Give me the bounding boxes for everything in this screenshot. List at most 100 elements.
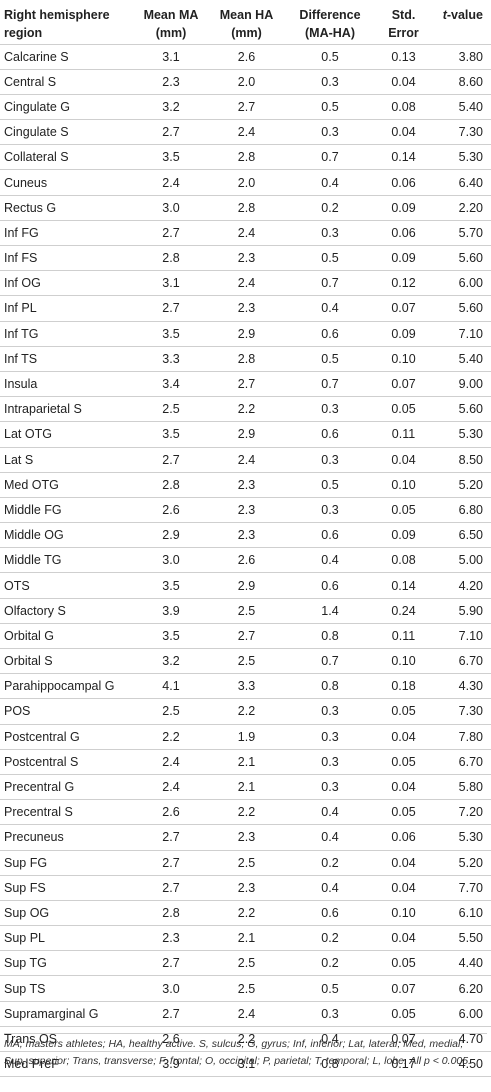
cell-region: Postcentral G xyxy=(4,729,80,744)
cell-t-value: 5.70 xyxy=(458,225,483,240)
cell-mean-ma: 2.7 xyxy=(162,880,180,895)
cell-t-value: 5.60 xyxy=(458,402,483,417)
cell-mean-ha: 2.3 xyxy=(237,830,256,845)
cell-std-error: 0.04 xyxy=(391,729,416,744)
cell-std-error: 0.04 xyxy=(391,74,416,89)
cell-region: Inf FS xyxy=(4,251,38,266)
table-row: Sup PL 2.3 2.1 0.2 0.04 5.50 xyxy=(0,926,491,951)
header-t-prefix: t xyxy=(442,8,447,22)
cell-t-value: 9.00 xyxy=(458,377,483,392)
cell-mean-ma: 3.5 xyxy=(162,427,180,442)
cell-difference: 0.3 xyxy=(321,402,339,417)
cell-difference: 0.3 xyxy=(321,125,339,140)
cell-difference: 0.6 xyxy=(321,427,339,442)
cell-mean-ha: 2.2 xyxy=(237,905,256,920)
cell-mean-ma: 3.3 xyxy=(162,351,180,366)
cell-mean-ha: 3.3 xyxy=(237,679,256,694)
cell-mean-ha: 2.1 xyxy=(237,754,256,769)
cell-std-error: 0.07 xyxy=(391,377,416,392)
cell-std-error: 0.05 xyxy=(391,704,416,719)
cell-difference: 0.8 xyxy=(321,679,339,694)
cell-std-error: 0.09 xyxy=(391,528,416,543)
table-row: Inf TS 3.3 2.8 0.5 0.10 5.40 xyxy=(0,346,491,372)
cell-std-error: 0.10 xyxy=(391,477,416,492)
cell-mean-ma: 3.0 xyxy=(162,981,180,996)
cell-std-error: 0.12 xyxy=(391,276,416,291)
table-row: Sup FG 2.7 2.5 0.2 0.04 5.20 xyxy=(0,850,491,876)
cell-mean-ha: 2.4 xyxy=(237,225,256,240)
cell-region: Parahippocampal G xyxy=(4,679,115,694)
cell-region: Middle TG xyxy=(4,553,62,568)
cell-region: Inf OG xyxy=(4,276,41,291)
cell-std-error: 0.09 xyxy=(391,326,416,341)
cell-region: Collateral S xyxy=(4,150,69,165)
cell-region: Middle OG xyxy=(4,528,64,543)
cell-difference: 0.4 xyxy=(321,553,339,568)
cell-region: Cingulate S xyxy=(4,125,69,140)
cell-difference: 0.5 xyxy=(321,981,339,996)
cell-mean-ma: 2.8 xyxy=(162,477,180,492)
cell-difference: 0.2 xyxy=(321,200,339,215)
cell-difference: 0.8 xyxy=(321,1057,339,1072)
cell-region: Insula xyxy=(4,377,38,392)
cell-t-value: 4.40 xyxy=(458,956,483,971)
table-row: Olfactory S 3.9 2.5 1.4 0.24 5.90 xyxy=(0,598,491,624)
cell-t-value: 6.70 xyxy=(458,654,483,669)
cell-std-error: 0.14 xyxy=(391,150,416,165)
cell-region: Sup TG xyxy=(4,956,47,971)
cell-t-value: 6.10 xyxy=(458,905,483,920)
cell-region: POS xyxy=(4,704,31,719)
cell-mean-ha: 2.3 xyxy=(237,502,256,517)
cell-region: Central S xyxy=(4,74,57,89)
table-row: Inf FS 2.8 2.3 0.5 0.09 5.60 xyxy=(0,246,491,271)
cell-mean-ma: 3.9 xyxy=(162,1057,180,1072)
cell-t-value: 7.80 xyxy=(458,729,483,744)
cell-region: Inf PL xyxy=(4,301,37,316)
cell-difference: 0.5 xyxy=(321,251,339,266)
cell-mean-ma: 2.3 xyxy=(162,931,180,946)
cell-difference: 0.7 xyxy=(321,654,339,669)
cell-region: Middle FG xyxy=(4,502,62,517)
cell-mean-ha: 2.5 xyxy=(237,603,256,618)
cell-t-value: 3.80 xyxy=(458,49,483,64)
cell-region: Inf TS xyxy=(4,351,38,366)
table-row: Middle FG 2.6 2.3 0.3 0.05 6.80 xyxy=(0,497,491,523)
cell-mean-ha: 2.2 xyxy=(237,704,256,719)
cell-mean-ha: 2.0 xyxy=(237,74,256,89)
cell-std-error: 0.04 xyxy=(391,855,416,870)
cell-std-error: 0.06 xyxy=(391,830,416,845)
table-row: Central S 2.3 2.0 0.3 0.04 8.60 xyxy=(0,69,491,95)
cell-std-error: 0.09 xyxy=(391,200,416,215)
cell-std-error: 0.04 xyxy=(391,780,416,795)
cell-mean-ma: 2.8 xyxy=(162,905,180,920)
cell-t-value: 6.20 xyxy=(458,981,483,996)
cell-mean-ma: 3.5 xyxy=(162,150,180,165)
cell-mean-ha: 2.5 xyxy=(237,654,256,669)
table-row: Inf OG 3.1 2.4 0.7 0.12 6.00 xyxy=(0,271,491,296)
cell-mean-ma: 2.4 xyxy=(162,175,180,190)
table-row: Parahippocampal G 4.1 3.3 0.8 0.18 4.30 xyxy=(0,674,491,699)
cell-difference: 0.4 xyxy=(321,830,339,845)
cell-t-value: 6.80 xyxy=(458,502,483,517)
cell-difference: 0.2 xyxy=(321,855,339,870)
cell-region: OTS xyxy=(4,578,30,593)
cell-difference: 0.3 xyxy=(321,780,339,795)
cell-mean-ha: 2.4 xyxy=(237,452,256,467)
cell-mean-ma: 3.1 xyxy=(162,49,180,64)
cell-mean-ha: 2.3 xyxy=(237,251,256,266)
cell-mean-ha: 2.7 xyxy=(237,377,256,392)
cell-mean-ha: 2.2 xyxy=(237,402,256,417)
cell-difference: 0.4 xyxy=(321,805,339,820)
cell-t-value: 2.20 xyxy=(458,200,483,215)
cell-std-error: 0.17 xyxy=(391,1057,416,1072)
cell-mean-ma: 3.2 xyxy=(162,654,180,669)
cell-difference: 0.2 xyxy=(321,931,339,946)
cell-difference: 0.3 xyxy=(321,754,339,769)
table-row: Middle OG 2.9 2.3 0.6 0.09 6.50 xyxy=(0,523,491,548)
cell-difference: 0.5 xyxy=(321,99,339,114)
header-std-error: Std. Error xyxy=(388,8,419,40)
cell-region: Sup FG xyxy=(4,855,48,870)
cell-difference: 0.4 xyxy=(321,1031,339,1046)
table-row: Calcarine S 3.1 2.6 0.5 0.13 3.80 xyxy=(0,44,491,70)
table-header: Right hemisphere region Mean MA (mm) Mea… xyxy=(0,0,491,44)
